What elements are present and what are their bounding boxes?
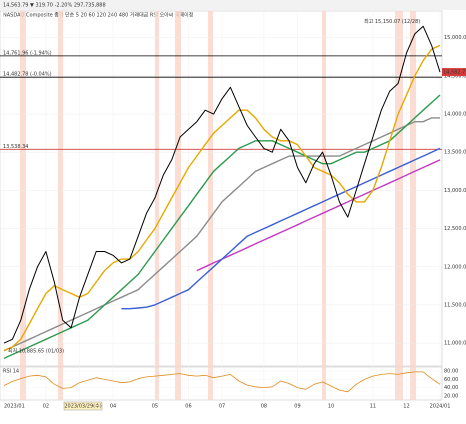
series-line xyxy=(3,44,441,352)
cursor-label: 2023/03/29(수) xyxy=(64,404,101,410)
y-tick-label: 40.00 xyxy=(444,385,458,391)
last-label: 14,582.71 xyxy=(443,70,466,76)
series-line xyxy=(3,117,440,352)
band xyxy=(410,11,416,400)
x-tick-label: 07 xyxy=(219,404,225,410)
legend: NASDAQ Composite 종가 단순 5 20 60 120 240 4… xyxy=(3,12,193,19)
x-tick-label: 05 xyxy=(152,404,158,410)
y-tick-label: 60.00 xyxy=(444,377,458,383)
y-tick-label: 12,000.00 xyxy=(444,264,466,270)
y-tick-label: 14,000.00 xyxy=(444,112,466,118)
band xyxy=(208,11,213,400)
reference-label: 14,482.78 (-0.04%) xyxy=(3,72,52,78)
series-line xyxy=(3,25,441,344)
band xyxy=(175,11,181,400)
toolbar xyxy=(0,0,466,10)
rsi-line xyxy=(3,371,441,393)
x-tick-label: 12 xyxy=(403,404,409,410)
y-tick-label: 15,000.00 xyxy=(444,35,466,41)
x-tick-label: 09 xyxy=(294,404,300,410)
cursor-box xyxy=(63,401,103,411)
x-tick-label: 11 xyxy=(370,404,376,410)
x-tick-label: 10 xyxy=(328,404,334,410)
highlight-bands xyxy=(20,11,416,400)
low-label: 최저 10,885.65 (01/03) xyxy=(8,348,64,355)
rsi-label: RSI 14 xyxy=(3,369,19,375)
y-tick-label: 11,500.00 xyxy=(444,302,466,308)
y-tick-label: 20.00 xyxy=(444,393,458,399)
reference-label: 14,761.96 (-1.94%) xyxy=(3,50,52,56)
series-line xyxy=(196,159,441,272)
x-tick-label: 02 xyxy=(43,404,49,410)
band xyxy=(322,11,326,400)
band xyxy=(155,11,159,400)
y-tick-label: 13,500.00 xyxy=(444,150,466,156)
band xyxy=(58,11,63,400)
x-tick-label: 04 xyxy=(110,404,116,410)
quote: 14,563.79 ▼ 319.70 -2.20% 297,735,888 xyxy=(3,3,106,9)
last-box xyxy=(442,68,466,77)
x-tick-label: 08 xyxy=(261,404,267,410)
plot-frame xyxy=(0,10,443,367)
x-tick-label: 2023/01 xyxy=(4,404,25,410)
band xyxy=(395,11,403,400)
y-tick-label: 80.00 xyxy=(444,369,458,375)
y-tick-label: 13,000.00 xyxy=(444,188,466,194)
y-tick-label: 12,500.00 xyxy=(444,226,466,232)
y-tick-label: 11,000.00 xyxy=(444,341,466,347)
series-line xyxy=(3,94,441,360)
high-label: 최고 15,150.07 (12/28) xyxy=(364,18,420,25)
rsi-frame xyxy=(0,366,443,401)
x-tick-label: 06 xyxy=(185,404,191,410)
band xyxy=(20,11,26,400)
x-tick-label: 2024/01 xyxy=(430,404,451,410)
y-tick-label: 14,500.00 xyxy=(444,73,466,79)
reference-label: 13,538.34 xyxy=(3,144,28,150)
series-line xyxy=(121,147,441,310)
